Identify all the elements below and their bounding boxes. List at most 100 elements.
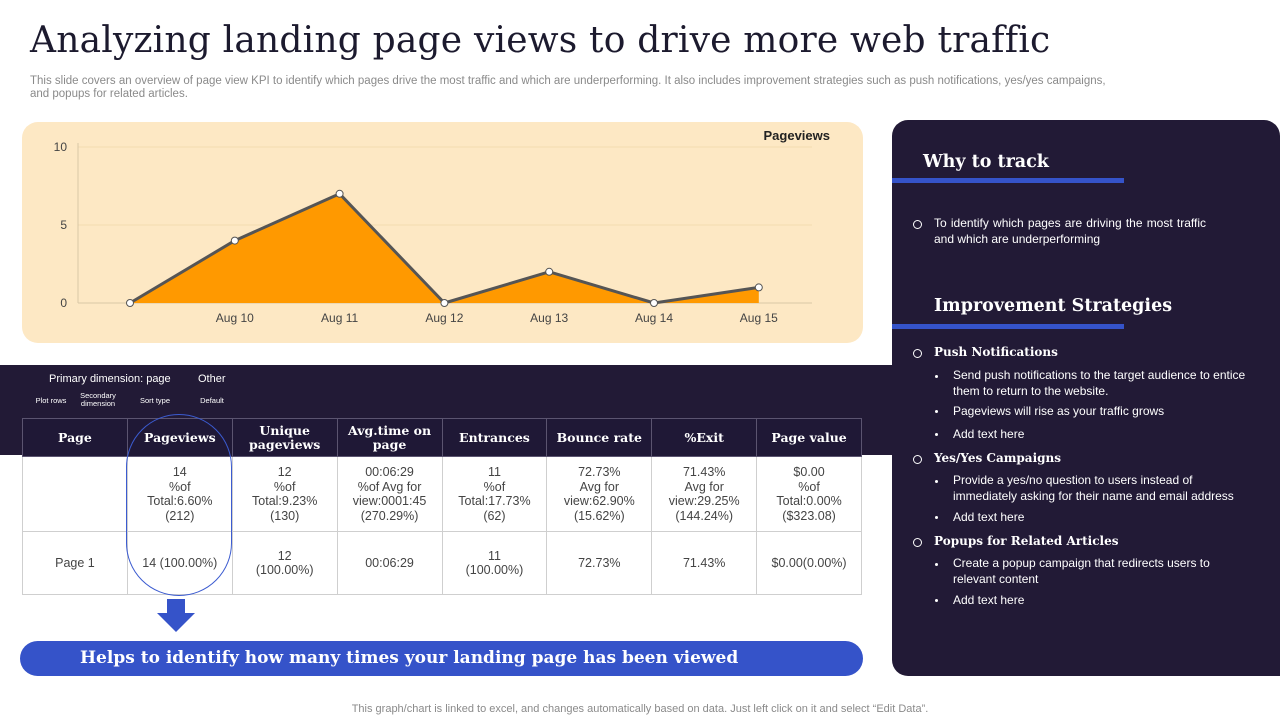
data-point	[230, 236, 239, 245]
data-point	[545, 267, 554, 276]
y-tick-label: 5	[60, 218, 67, 232]
table-cell: 14 (100.00%)	[126, 531, 233, 595]
column-header-avg-time[interactable]: Avg.time on page	[336, 418, 443, 457]
chart-title: Pageviews	[764, 128, 831, 143]
down-arrow-icon	[157, 599, 195, 632]
bullet-dot-icon	[935, 410, 938, 413]
column-header-bounce-rate[interactable]: Bounce rate	[546, 418, 653, 457]
page-subtitle: This slide covers an overview of page vi…	[30, 75, 1106, 100]
cell-line: (130)	[270, 508, 300, 523]
cell-line: 12	[277, 548, 292, 563]
cell-line: view:62.90%	[563, 494, 635, 508]
data-point	[126, 299, 134, 307]
pageviews-chart-panel[interactable]: 0 5 10 Aug 10 Aug 11 Aug 12 Aug 13 Aug 14 Aug 15…	[22, 122, 863, 343]
bullet-dot-icon	[935, 563, 938, 566]
other-dimension-link[interactable]: Other	[198, 373, 226, 385]
table-cell: $0.00 %of Total:0.00% ($323.08)	[756, 456, 862, 532]
circle-bullet-icon	[913, 220, 922, 229]
area-fill	[130, 193, 759, 303]
table-cell: 12 %of Total:9.23% (130)	[231, 456, 338, 532]
table-cell: 11 (100.00%)	[441, 531, 548, 595]
heading-underline	[892, 324, 1124, 329]
cell-line: 71.43%	[682, 465, 726, 479]
table-cell: 12 (100.00%)	[231, 531, 338, 595]
data-point	[650, 299, 658, 307]
column-header-pageviews[interactable]: Pageviews	[126, 418, 233, 457]
column-header-entrances[interactable]: Entrances	[441, 418, 548, 457]
cell-line: Page 1	[55, 555, 95, 570]
pageviews-area-chart[interactable]: 0 5 10 Aug 10 Aug 11 Aug 12 Aug 13 Aug 14 Aug 15…	[22, 122, 863, 343]
strategy-item: Add text here	[953, 510, 1025, 524]
strategy-item: Send push notifications to the target au…	[953, 368, 1246, 398]
column-header-page-value[interactable]: Page value	[756, 418, 862, 457]
cell-line: 14 (100.00%)	[142, 555, 218, 570]
table-header-row: Page Pageviews Unique pageviews Avg.time…	[22, 418, 862, 457]
cell-line: (100.00%)	[465, 563, 524, 577]
x-tick-label: Aug 13	[530, 311, 568, 325]
cell-line: $0.00(0.00%)	[771, 555, 847, 570]
cell-line: $0.00	[793, 465, 825, 479]
table-row-page-1: Page 1 14 (100.00%) 12 (100.00%) 00:06:29…	[22, 531, 862, 595]
table-cell	[22, 456, 128, 532]
x-tick-label: Aug 14	[635, 311, 673, 325]
cell-line: 11	[487, 465, 501, 479]
strategy-title-popups: Popups for Related Articles	[934, 534, 1119, 548]
cell-line: 14	[172, 465, 187, 479]
cell-line: Avg for	[684, 479, 724, 494]
bullet-dot-icon	[935, 480, 938, 483]
why-to-track-text: To identify which pages are driving the …	[934, 216, 1206, 246]
cell-line: view:29.25%	[668, 494, 740, 508]
table-cell[interactable]: Page 1	[22, 531, 128, 595]
y-tick-label: 0	[60, 296, 67, 310]
plot-rows-option[interactable]: Plot rows	[35, 396, 67, 405]
cell-line: Total:17.73%	[458, 494, 531, 508]
sort-type-option[interactable]: Sort type	[139, 396, 170, 405]
secondary-dimension-option[interactable]: Secondary dimension	[80, 391, 116, 408]
data-point	[754, 283, 763, 292]
cell-line: (15.62%)	[573, 508, 625, 523]
footnote: This graph/chart is linked to excel, and…	[351, 703, 929, 715]
table-cell: 00:06:29 %of Avg for view:0001:45 (270.29%)	[336, 456, 443, 532]
column-header-unique-pageviews[interactable]: Unique pageviews	[231, 418, 338, 457]
column-header-page[interactable]: Page	[22, 418, 128, 457]
strategy-item: Add text here	[953, 427, 1025, 441]
table-cell: 14 %of Total:6.60% (212)	[126, 456, 233, 532]
page-title: Analyzing landing page views to drive mo…	[30, 20, 1051, 61]
why-to-track-heading: Why to track	[923, 152, 1049, 172]
table-cell: 72.73% Avg for view:62.90% (15.62%)	[546, 456, 653, 532]
table-cell: 11 %of Total:17.73% (62)	[441, 456, 548, 532]
cell-line: Avg for	[579, 479, 619, 494]
x-tick-label: Aug 11	[321, 311, 358, 325]
right-info-panel: Why to track To identify which pages are…	[892, 120, 1280, 676]
table-row-total: 14 %of Total:6.60% (212) 12 %of Total:9.23% (1…	[22, 456, 862, 532]
circle-bullet-icon	[913, 455, 922, 464]
cell-line: (100.00%)	[255, 563, 314, 577]
bullet-dot-icon	[935, 599, 938, 602]
strategy-item: Pageviews will rise as your traffic grow…	[953, 404, 1165, 418]
primary-dimension-label[interactable]: Primary dimension: page	[49, 373, 171, 385]
cell-line: %of Avg for	[357, 479, 422, 494]
heading-underline	[892, 178, 1124, 183]
cell-line: %of	[273, 479, 296, 494]
cell-line: view:0001:45	[352, 494, 427, 508]
circle-bullet-icon	[913, 538, 922, 547]
improvement-strategies-heading: Improvement Strategies	[934, 296, 1173, 316]
cell-line: 12	[277, 465, 292, 479]
strategy-item: Provide a yes/no question to users inste…	[953, 473, 1234, 503]
data-point	[440, 299, 449, 307]
table-cell: 72.73%	[546, 531, 653, 595]
default-option[interactable]: Default	[200, 396, 224, 405]
strategy-title-yes-yes-campaigns: Yes/Yes Campaigns	[934, 451, 1062, 465]
bullet-dot-icon	[935, 433, 938, 436]
cell-line: 71.43%	[682, 555, 726, 570]
cell-line: (144.24%)	[675, 508, 734, 523]
cell-line: Total:0.00%	[776, 494, 842, 508]
table-cell: 71.43% Avg for view:29.25% (144.24%)	[651, 456, 758, 532]
pageview-kpi-table: Page Pageviews Unique pageviews Avg.time…	[22, 418, 862, 595]
cell-line: %of	[483, 479, 506, 494]
column-header-exit[interactable]: %Exit	[651, 418, 758, 457]
strategy-item: Add text here	[953, 593, 1025, 607]
cell-line: (270.29%)	[360, 508, 419, 523]
cell-line: 11	[487, 548, 501, 563]
x-tick-label: Aug 15	[740, 311, 778, 325]
